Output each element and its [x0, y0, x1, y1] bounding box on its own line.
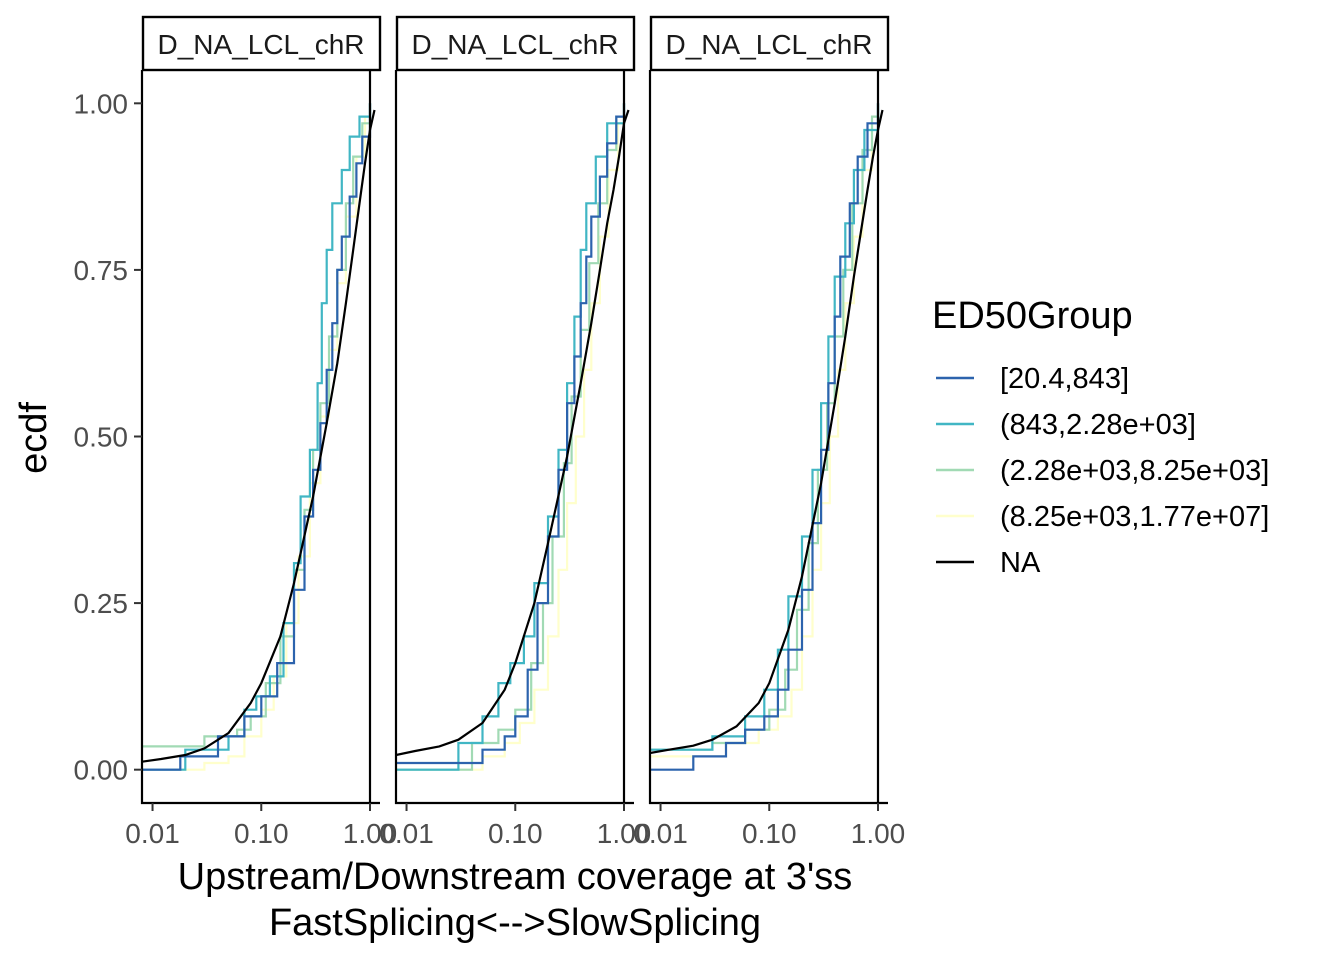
facet-panel-2: D_NA_LCL_chR 0.01 0.10 1.00: [379, 15, 652, 849]
y-tick-label: 1.00: [74, 88, 129, 119]
series-lines: [650, 103, 884, 771]
x-tick-label: 0.10: [234, 818, 289, 849]
legend-label-843-2-28e-03: (843,2.28e+03]: [1000, 409, 1196, 441]
series-lines: [396, 103, 630, 771]
legend-label-8-25e-03-1-77e-07: (8.25e+03,1.77e+07]: [1000, 501, 1269, 533]
x-tick-label: 1.00: [597, 818, 652, 849]
series-line-na: [396, 109, 630, 757]
legend-entries: [20.4,843] (843,2.28e+03] (2.28e+03,8.25e+…: [936, 363, 1269, 579]
series-line-na: [650, 109, 884, 755]
series-line-2-28e-03-8-25e-03: [142, 103, 372, 748]
series-line-2-28e-03-8-25e-03: [650, 103, 880, 751]
legend-title: ED50Group: [932, 295, 1133, 337]
strip-label: D_NA_LCL_chR: [666, 29, 873, 60]
series-line-8-25e-03-1-77e-07: [142, 103, 372, 771]
series-line-8-25e-03-1-77e-07: [650, 103, 880, 758]
series-line-843-2-28e-03: [396, 103, 626, 771]
legend: ED50Group [20.4,843] (843,2.28e+03] (2.28e…: [932, 295, 1269, 579]
x-axis-title-line2: FastSplicing<-->SlowSplicing: [269, 902, 761, 944]
x-tick-label: 0.10: [488, 818, 543, 849]
x-tick-label: 0.10: [742, 818, 797, 849]
panels-layer: D_NA_LCL_chR 0.01 0.10 1.00 D_NA_LCL_chR 0.01…: [125, 15, 906, 849]
strip-box: [141, 15, 382, 72]
strip-label: D_NA_LCL_chR: [158, 29, 365, 60]
y-axis-title: ecdf: [13, 402, 55, 474]
series-lines: [142, 103, 376, 771]
facet-panel-3: D_NA_LCL_chR 0.01 0.10 1.00: [633, 15, 906, 849]
x-tick-label: 1.00: [851, 818, 906, 849]
series-line-na: [142, 109, 376, 763]
x-tick-label: 1.00: [343, 818, 398, 849]
series-line-20-4-843: [396, 103, 626, 765]
legend-label-na: NA: [1000, 547, 1041, 579]
y-axis: 0.00 0.25 0.50 0.75 1.00: [74, 88, 142, 786]
x-tick-label: 0.01: [125, 818, 180, 849]
legend-label-2-28e-03-8-25e-03: (2.28e+03,8.25e+03]: [1000, 455, 1269, 487]
x-tick-label: 0.01: [379, 818, 434, 849]
series-line-2-28e-03-8-25e-03: [396, 103, 626, 771]
strip-box: [395, 15, 636, 72]
facet-panel-1: D_NA_LCL_chR 0.01 0.10 1.00: [125, 15, 398, 849]
x-tick-label: 0.01: [633, 818, 688, 849]
strip-box: [649, 15, 890, 72]
y-tick-label: 0.50: [74, 422, 129, 453]
series-line-843-2-28e-03: [650, 103, 880, 751]
x-axis-title-line1: Upstream/Downstream coverage at 3'ss: [178, 856, 853, 898]
y-tick-label: 0.00: [74, 755, 129, 786]
series-line-20-4-843: [650, 103, 880, 771]
legend-label-20-4-843: [20.4,843]: [1000, 363, 1129, 395]
series-line-20-4-843: [142, 103, 372, 771]
y-tick-label: 0.75: [74, 255, 129, 286]
strip-label: D_NA_LCL_chR: [412, 29, 619, 60]
series-line-843-2-28e-03: [142, 103, 372, 771]
y-tick-label: 0.25: [74, 588, 129, 619]
